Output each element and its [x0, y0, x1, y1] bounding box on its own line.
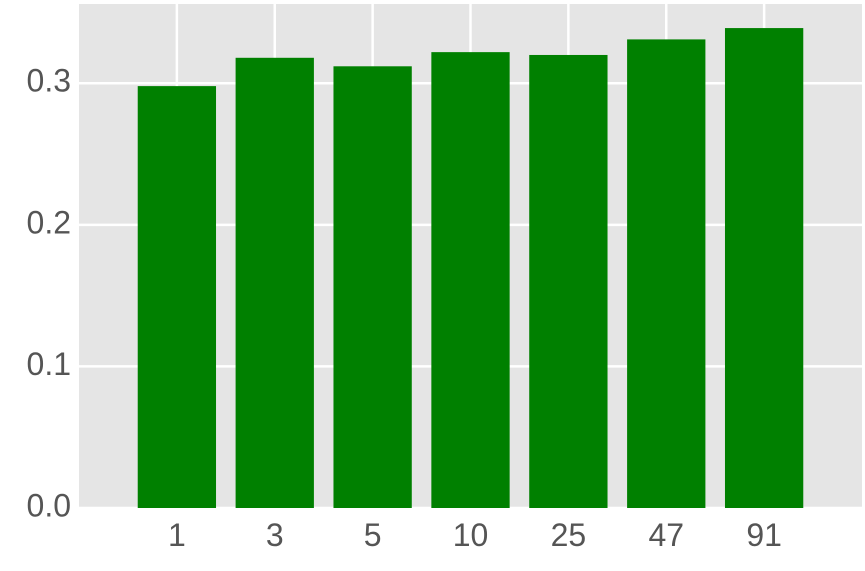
x-tick-label: 1: [168, 517, 186, 553]
x-tick-label: 5: [364, 517, 382, 553]
bar-10: [431, 52, 510, 509]
x-tick-label: 3: [266, 517, 284, 553]
y-tick-label: 0.3: [27, 63, 71, 99]
x-tick-label: 91: [746, 517, 782, 553]
bar-1: [137, 86, 217, 508]
y-tick-label: 0.0: [27, 487, 71, 523]
bars: [137, 28, 804, 509]
bar-3: [235, 57, 314, 508]
x-tick-label: 25: [551, 517, 587, 553]
x-tick-labels: 1 3 5 10 25 47 91: [168, 517, 782, 553]
x-tick-label: 47: [648, 517, 684, 553]
y-tick-label: 0.2: [27, 204, 71, 240]
bar-25: [529, 54, 608, 508]
bar-91: [724, 28, 804, 509]
bar-5: [333, 66, 412, 508]
x-tick-label: 10: [453, 517, 489, 553]
y-tick-labels: 0.0 0.1 0.2 0.3: [27, 63, 71, 524]
bar-47: [627, 39, 706, 509]
y-tick-label: 0.1: [27, 346, 71, 382]
